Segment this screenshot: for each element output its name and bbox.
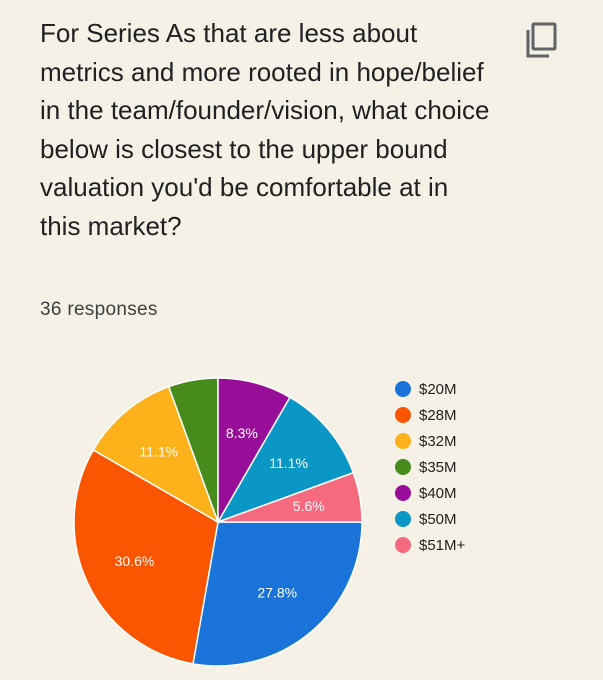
slice-percent-label: 11.1%: [139, 443, 178, 459]
legend-swatch: [395, 511, 411, 527]
question-title: For Series As that are less about metric…: [40, 18, 490, 241]
copy-icon[interactable]: [522, 20, 562, 60]
legend-item[interactable]: $35M: [395, 454, 465, 480]
legend-item[interactable]: $50M: [395, 506, 465, 532]
slice-percent-label: 11.1%: [269, 455, 308, 471]
legend-item[interactable]: $40M: [395, 480, 465, 506]
legend-item[interactable]: $28M: [395, 402, 465, 428]
legend-label: $28M: [419, 406, 457, 424]
pie-slice-51m[interactable]: [217, 471, 363, 523]
pie-slice-32m[interactable]: [92, 385, 220, 524]
legend-swatch: [395, 459, 411, 475]
legend-label: $32M: [419, 432, 457, 450]
legend-swatch: [395, 433, 411, 449]
chart-legend: $20M $28M $32M $35M $40M $50M $51M+: [395, 376, 465, 558]
legend-label: $20M: [419, 380, 457, 398]
legend-label: $40M: [419, 484, 457, 502]
slice-percent-label: 8.3%: [226, 425, 258, 441]
legend-label: $51M+: [419, 536, 466, 554]
legend-label: $50M: [419, 510, 457, 528]
legend-swatch: [395, 381, 411, 397]
slice-percent-label: 27.8%: [257, 585, 297, 601]
legend-swatch: [395, 537, 411, 553]
legend-label: $35M: [419, 458, 457, 476]
slice-percent-label: 30.6%: [115, 553, 155, 569]
legend-swatch: [395, 407, 411, 423]
slice-percent-label: 5.6%: [293, 498, 325, 514]
legend-item[interactable]: $20M: [395, 376, 465, 402]
pie-chart: 27.8% 30.6% 11.1% 8.3% 11.1% 5.6%: [73, 377, 363, 667]
pie-slice-20m[interactable]: [192, 521, 363, 667]
legend-item[interactable]: $51M+: [395, 532, 465, 558]
pie-slice-28m[interactable]: [73, 448, 219, 665]
response-count: 36 responses: [40, 299, 158, 320]
legend-item[interactable]: $32M: [395, 428, 465, 454]
pie-slice-50m[interactable]: [216, 396, 355, 524]
legend-swatch: [395, 485, 411, 501]
